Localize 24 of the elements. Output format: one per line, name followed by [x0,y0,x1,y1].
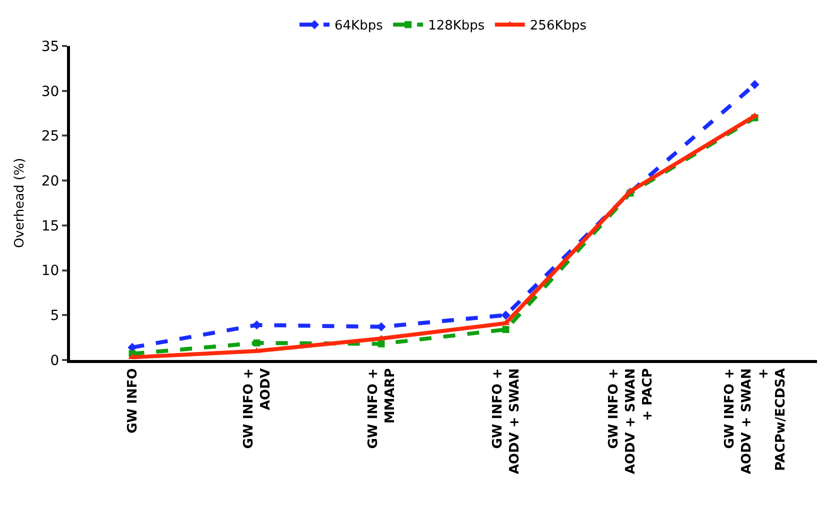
point [626,188,634,194]
point [502,326,510,333]
y-tick-label: 25 [41,128,60,145]
y-tick-label: 5 [50,308,60,324]
y-tick-label: 35 [41,38,60,55]
y-tick-label: 20 [41,173,60,190]
y-tick-label: 15 [41,218,60,234]
x-tick-label: GW INFO + AODV + SWAN + PACPw/ECDSA [722,368,788,474]
legend-label: 128Kbps [428,18,485,34]
y-axis-title: Overhead (%) [12,158,28,248]
x-tick-label: GW INFO + MMARP [366,368,398,449]
point [378,340,385,348]
y-tick-label: 0 [50,352,60,369]
x-tick-label: GW INFO [125,368,140,434]
point [750,80,760,90]
x-tick-label: GW INFO + AODV [242,368,274,449]
x-tick-label: GW INFO + AODV + SWAN + PACP [606,368,656,474]
y-tick-label: 30 [41,84,60,100]
point [501,310,510,320]
legend-label: 64Kbps [334,18,384,34]
x-tick-label: GW INFO + AODV + SWAN [490,368,522,474]
y-tick-label: 10 [41,263,60,280]
legend-label: 256Kbps [530,18,587,34]
point [253,339,260,346]
